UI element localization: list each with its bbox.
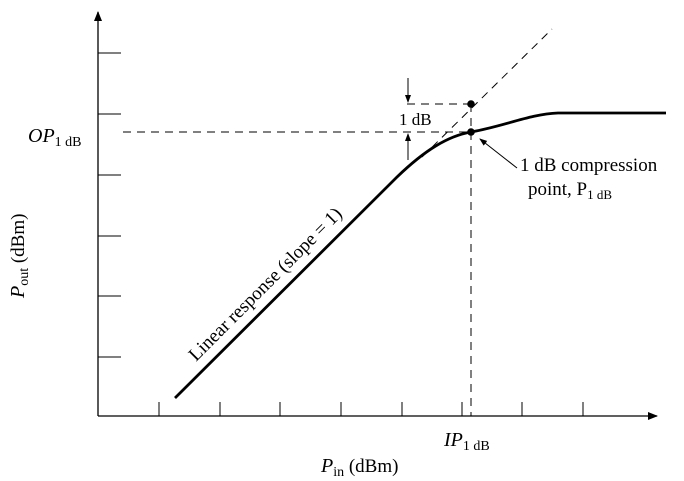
compression-point-marker [467,128,475,136]
linear-response-label: Linear response (slope = 1) [185,204,347,366]
x-axis-ticks [158,402,584,416]
x-axis-label: Pin (dBm) [320,455,398,480]
ip1db-label: IP1 dB [443,429,490,454]
compression-label-line1: 1 dB compression [520,155,658,176]
ideal-point-marker [467,100,475,108]
gap-label: 1 dB [399,110,432,129]
compression-pointer-arrow [479,138,518,169]
op1db-label: OP1 dB [28,125,82,150]
linear-extrapolation-dashed [421,28,553,158]
y-axis-ticks [98,52,121,358]
compression-label-line2: point, P1 dB [528,179,612,202]
y-axis-label: Pout (dBm) [7,214,32,299]
